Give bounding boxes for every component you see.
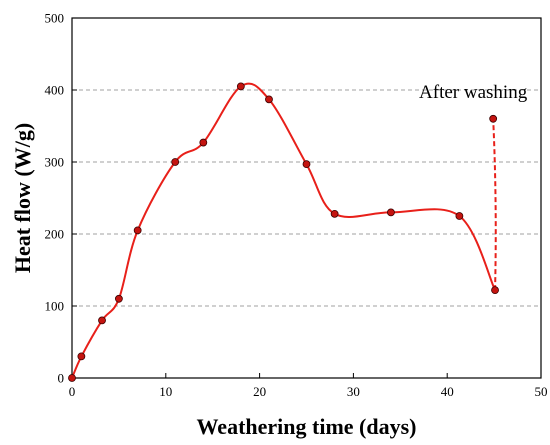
- y-axis-title: Heat flow (W/g): [10, 123, 35, 273]
- data-point: [68, 374, 76, 382]
- data-point: [387, 208, 395, 217]
- data-point: [489, 114, 498, 123]
- x-tick-label: 20: [253, 384, 266, 399]
- data-markers: [68, 82, 499, 382]
- x-tick-label: 10: [159, 384, 172, 399]
- data-point: [455, 212, 464, 220]
- y-tick-label: 300: [45, 155, 65, 170]
- plot-frame: [71, 17, 542, 379]
- x-tick-label: 40: [441, 384, 454, 399]
- data-point: [302, 160, 311, 169]
- x-tick-label: 30: [347, 384, 360, 399]
- data-point: [77, 352, 86, 361]
- y-tick-label: 500: [45, 11, 65, 26]
- data-point: [115, 294, 123, 303]
- axis-ticks: 0 100 200 300 400 500 0 10 20 30 40 50: [45, 11, 548, 400]
- x-tick-label: 50: [535, 384, 548, 399]
- grid-lines: [72, 89, 541, 307]
- data-point: [330, 209, 339, 218]
- y-tick-label: 100: [45, 299, 65, 314]
- annotation-after-washing: After washing: [419, 82, 528, 103]
- x-tick-label: 0: [69, 384, 76, 399]
- series-line-dashed: [492, 118, 497, 291]
- data-point: [491, 286, 499, 295]
- data-point: [98, 316, 106, 325]
- x-axis-title: Weathering time (days): [197, 414, 417, 439]
- y-tick-label: 200: [45, 227, 65, 242]
- data-point: [133, 226, 142, 235]
- data-point: [265, 95, 273, 104]
- data-point: [236, 82, 245, 91]
- data-point: [199, 138, 208, 147]
- y-tick-label: 400: [45, 83, 65, 98]
- y-tick-label: 0: [58, 371, 65, 386]
- data-point: [171, 158, 180, 166]
